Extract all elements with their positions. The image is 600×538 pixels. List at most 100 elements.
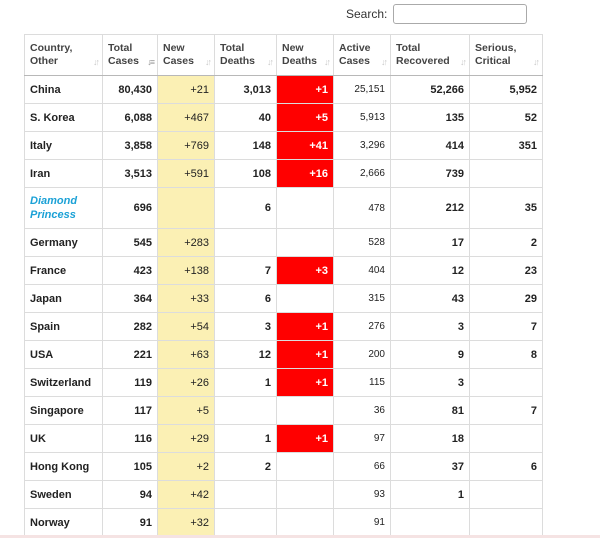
total-recovered-cell: 212	[390, 187, 470, 229]
sort-desc-active-icon[interactable]: ↓≡	[147, 57, 155, 67]
serious-critical-cell	[469, 424, 543, 453]
column-header-active-cases[interactable]: Active Cases ↓↑	[333, 34, 391, 76]
country-cell: Diamond Princess	[24, 187, 103, 229]
new-cases-cell: +63	[157, 340, 215, 369]
country-cell: Iran	[24, 159, 103, 188]
country-cell: USA	[24, 340, 103, 369]
new-cases-cell: +283	[157, 228, 215, 257]
country-cell: Japan	[24, 284, 103, 313]
new-deaths-cell: +1	[276, 340, 334, 369]
sort-both-icon[interactable]: ↓↑	[324, 57, 331, 67]
new-deaths-cell: +5	[276, 103, 334, 132]
total-recovered-cell: 37	[390, 452, 470, 481]
total-deaths-cell: 6	[214, 284, 277, 313]
sort-both-icon[interactable]: ↓↑	[93, 57, 100, 67]
new-deaths-cell	[276, 396, 334, 425]
serious-critical-cell	[469, 508, 543, 537]
active-cases-cell: 36	[333, 396, 391, 425]
table-row: UK 116 +29 1 +1 97 18	[24, 424, 543, 453]
table-row: Japan 364 +33 6 315 43 29	[24, 284, 543, 313]
total-recovered-cell: 9	[390, 340, 470, 369]
new-cases-cell: +42	[157, 480, 215, 509]
country-cell: Switzerland	[24, 368, 103, 397]
total-deaths-cell: 108	[214, 159, 277, 188]
new-cases-cell: +138	[157, 256, 215, 285]
total-cases-cell: 364	[102, 284, 158, 313]
active-cases-cell: 3,296	[333, 131, 391, 160]
total-recovered-cell: 12	[390, 256, 470, 285]
serious-critical-cell: 6	[469, 452, 543, 481]
column-header-line2: Deaths	[220, 55, 256, 67]
total-deaths-cell	[214, 228, 277, 257]
new-deaths-cell	[276, 228, 334, 257]
country-cell: S. Korea	[24, 103, 103, 132]
table-row: Norway 91 +32 91	[24, 508, 543, 537]
total-cases-cell: 221	[102, 340, 158, 369]
country-cell: Italy	[24, 131, 103, 160]
column-header-line1: Total	[108, 42, 133, 54]
new-deaths-cell: +3	[276, 256, 334, 285]
total-recovered-cell: 739	[390, 159, 470, 188]
new-deaths-cell	[276, 480, 334, 509]
total-cases-cell: 545	[102, 228, 158, 257]
sort-both-icon[interactable]: ↓↑	[267, 57, 274, 67]
country-cell: Spain	[24, 312, 103, 341]
total-recovered-cell: 135	[390, 103, 470, 132]
total-cases-cell: 80,430	[102, 75, 158, 104]
country-link[interactable]: Diamond Princess	[30, 195, 78, 221]
total-recovered-cell: 3	[390, 312, 470, 341]
serious-critical-cell: 5,952	[469, 75, 543, 104]
new-cases-cell: +591	[157, 159, 215, 188]
active-cases-cell: 91	[333, 508, 391, 537]
serious-critical-cell: 8	[469, 340, 543, 369]
active-cases-cell: 66	[333, 452, 391, 481]
column-header-new-cases[interactable]: New Cases ↓↑	[157, 34, 215, 76]
active-cases-cell: 478	[333, 187, 391, 229]
new-deaths-cell: +1	[276, 312, 334, 341]
total-deaths-cell	[214, 396, 277, 425]
column-header-line1: Country,	[30, 42, 73, 54]
table-row: Switzerland 119 +26 1 +1 115 3	[24, 368, 543, 397]
total-cases-cell: 6,088	[102, 103, 158, 132]
sort-both-icon[interactable]: ↓↑	[205, 57, 212, 67]
active-cases-cell: 528	[333, 228, 391, 257]
total-deaths-cell: 148	[214, 131, 277, 160]
column-header-line2: Cases	[163, 55, 194, 67]
total-cases-cell: 105	[102, 452, 158, 481]
column-header-total-deaths[interactable]: Total Deaths ↓↑	[214, 34, 277, 76]
active-cases-cell: 25,151	[333, 75, 391, 104]
bottom-strip	[0, 535, 600, 538]
new-cases-cell: +29	[157, 424, 215, 453]
country-cell: Singapore	[24, 396, 103, 425]
new-cases-cell: +32	[157, 508, 215, 537]
total-deaths-cell: 1	[214, 368, 277, 397]
active-cases-cell: 404	[333, 256, 391, 285]
serious-critical-cell: 351	[469, 131, 543, 160]
table-row: France 423 +138 7 +3 404 12 23	[24, 256, 543, 285]
column-header-total-cases[interactable]: Total Cases ↓≡	[102, 34, 158, 76]
sort-both-icon[interactable]: ↓↑	[460, 57, 467, 67]
new-deaths-cell	[276, 187, 334, 229]
sort-both-icon[interactable]: ↓↑	[381, 57, 388, 67]
column-header-total-recovered[interactable]: Total Recovered ↓↑	[390, 34, 470, 76]
column-header-country[interactable]: Country, Other ↓↑	[24, 34, 103, 76]
column-header-new-deaths[interactable]: New Deaths ↓↑	[276, 34, 334, 76]
table-row: Hong Kong 105 +2 2 66 37 6	[24, 452, 543, 481]
serious-critical-cell: 7	[469, 396, 543, 425]
column-header-line2: Other	[30, 55, 59, 67]
new-cases-cell: +2	[157, 452, 215, 481]
total-deaths-cell: 3,013	[214, 75, 277, 104]
sort-both-icon[interactable]: ↓↑	[533, 57, 540, 67]
table-row: S. Korea 6,088 +467 40 +5 5,913 135 52	[24, 103, 543, 132]
active-cases-cell: 200	[333, 340, 391, 369]
column-header-serious-critical[interactable]: Serious, Critical ↓↑	[469, 34, 543, 76]
column-header-line1: New	[282, 42, 304, 54]
search-input[interactable]	[393, 4, 528, 24]
search-bar: Search:	[346, 4, 528, 24]
column-header-line1: Total	[220, 42, 245, 54]
serious-critical-cell	[469, 368, 543, 397]
total-cases-cell: 423	[102, 256, 158, 285]
new-deaths-cell	[276, 452, 334, 481]
total-recovered-cell: 1	[390, 480, 470, 509]
serious-critical-cell: 35	[469, 187, 543, 229]
